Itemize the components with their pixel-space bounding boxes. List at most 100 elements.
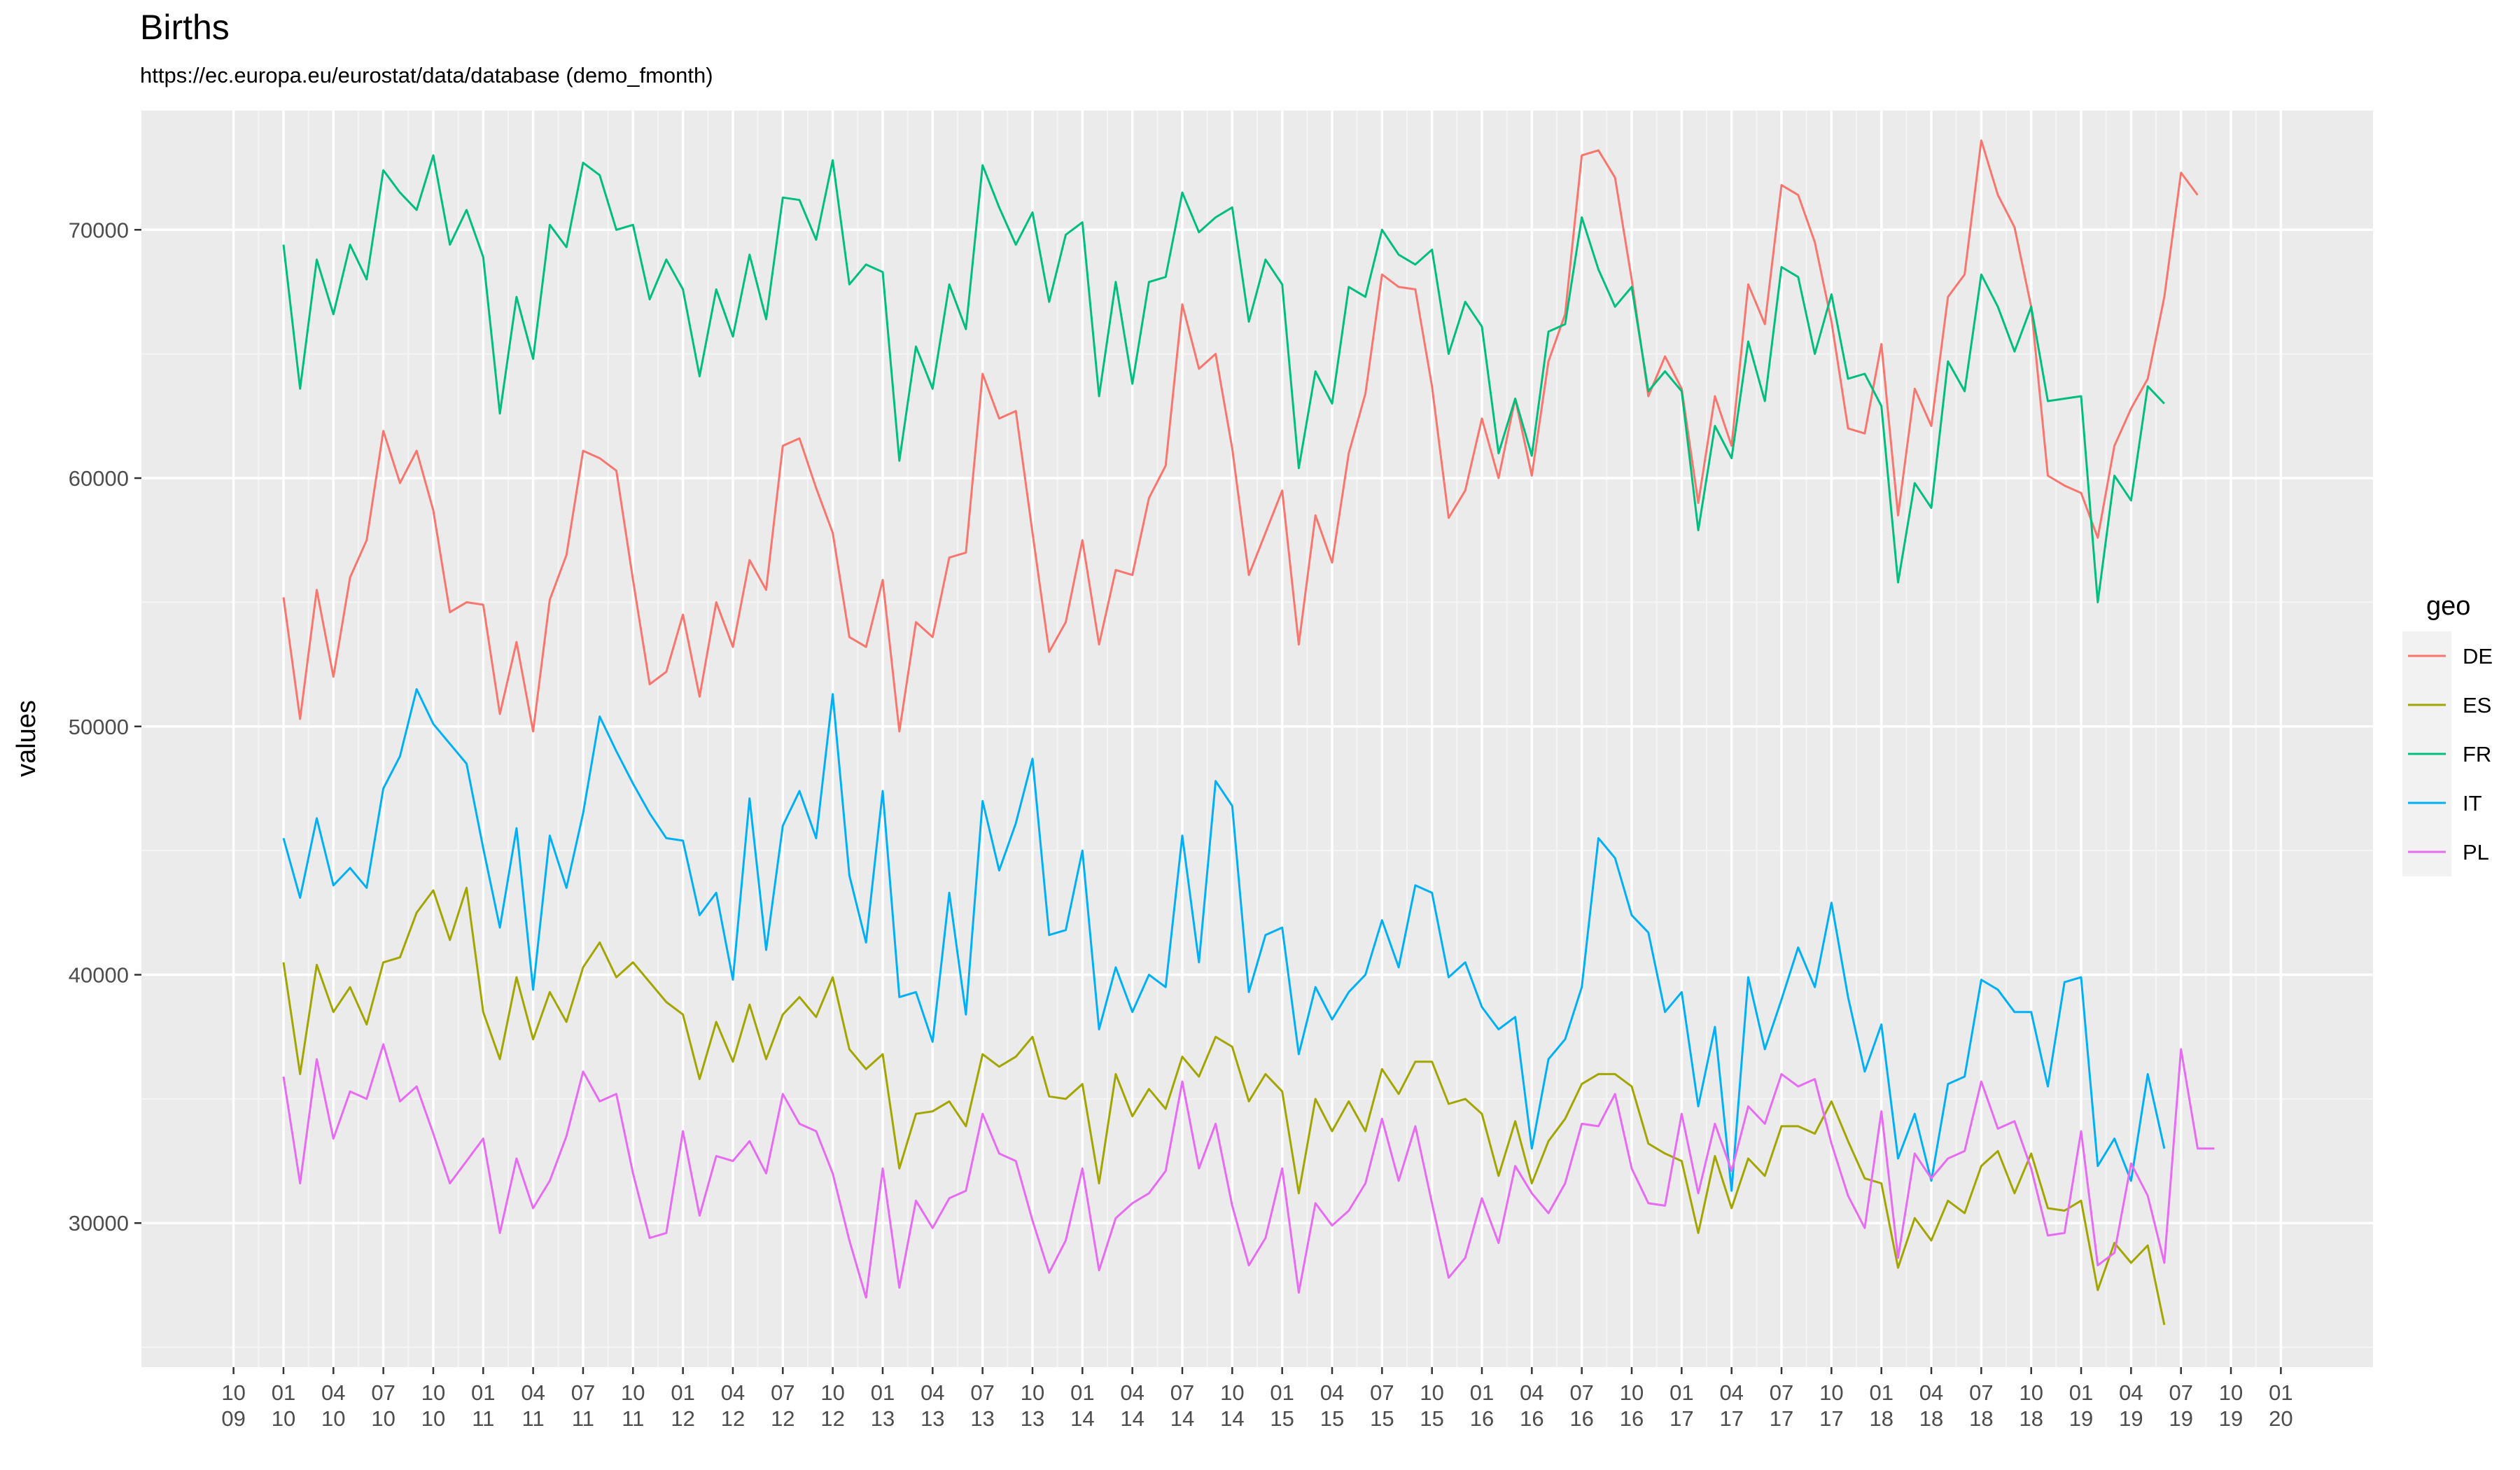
x-tick-label-year: 15 bbox=[1370, 1406, 1394, 1431]
x-tick-label-year: 13 bbox=[1021, 1406, 1044, 1431]
x-axis: 1009011004100710101001110411071110110112… bbox=[221, 1367, 2293, 1431]
x-tick-label-month: 04 bbox=[1919, 1380, 1943, 1405]
legend-label-de: DE bbox=[2463, 644, 2493, 668]
x-tick-label-year: 12 bbox=[820, 1406, 844, 1431]
chart-title: Births bbox=[140, 8, 230, 47]
x-tick-label-month: 01 bbox=[1470, 1380, 1494, 1405]
x-tick-label-year: 16 bbox=[1470, 1406, 1494, 1431]
series-line-de bbox=[282, 139, 2199, 733]
x-tick-label-month: 10 bbox=[1220, 1380, 1244, 1405]
x-tick-label-year: 14 bbox=[1170, 1406, 1194, 1431]
x-tick-label-year: 17 bbox=[1819, 1406, 1843, 1431]
legend-label-es: ES bbox=[2463, 693, 2491, 718]
x-tick-label-month: 01 bbox=[1270, 1380, 1294, 1405]
x-tick-label-month: 07 bbox=[1569, 1380, 1593, 1405]
x-tick-label-month: 07 bbox=[1170, 1380, 1194, 1405]
x-tick-label-year: 12 bbox=[721, 1406, 745, 1431]
legend-label-it: IT bbox=[2463, 791, 2482, 816]
x-tick-label-month: 01 bbox=[1869, 1380, 1893, 1405]
x-tick-label-month: 01 bbox=[671, 1380, 694, 1405]
x-tick-label-month: 07 bbox=[771, 1380, 794, 1405]
x-tick-label-month: 07 bbox=[1969, 1380, 1993, 1405]
x-tick-label-year: 18 bbox=[1869, 1406, 1893, 1431]
x-tick-label-month: 10 bbox=[1420, 1380, 1443, 1405]
x-tick-label-month: 04 bbox=[321, 1380, 345, 1405]
x-tick-label-year: 14 bbox=[1070, 1406, 1094, 1431]
x-tick-label-month: 01 bbox=[272, 1380, 295, 1405]
x-tick-label-month: 04 bbox=[1320, 1380, 1344, 1405]
x-tick-label-year: 11 bbox=[572, 1406, 594, 1431]
legend-label-pl: PL bbox=[2463, 840, 2489, 864]
x-tick-label-month: 01 bbox=[2269, 1380, 2292, 1405]
x-tick-label-month: 10 bbox=[820, 1380, 844, 1405]
series-lines bbox=[282, 139, 2215, 1326]
x-tick-label-year: 16 bbox=[1620, 1406, 1644, 1431]
x-tick-label-month: 07 bbox=[970, 1380, 994, 1405]
legend-title: geo bbox=[2426, 592, 2470, 621]
x-tick-label-year: 16 bbox=[1569, 1406, 1593, 1431]
x-tick-label-month: 10 bbox=[621, 1380, 645, 1405]
x-tick-label-month: 01 bbox=[1670, 1380, 1693, 1405]
x-tick-label-year: 10 bbox=[272, 1406, 295, 1431]
legend-label-fr: FR bbox=[2463, 742, 2491, 766]
legend: geo DE ES FR IT PL bbox=[2402, 592, 2493, 876]
y-tick-label: 50000 bbox=[69, 715, 129, 739]
x-tick-label-year: 17 bbox=[1670, 1406, 1693, 1431]
x-tick-label-month: 04 bbox=[920, 1380, 944, 1405]
series-line-it bbox=[282, 688, 2166, 1192]
x-tick-label-year: 13 bbox=[970, 1406, 994, 1431]
x-tick-label-year: 12 bbox=[771, 1406, 794, 1431]
x-tick-label-month: 04 bbox=[1719, 1380, 1743, 1405]
x-tick-label-year: 13 bbox=[871, 1406, 895, 1431]
y-tick-label: 30000 bbox=[69, 1211, 129, 1236]
series-line-es bbox=[282, 886, 2166, 1326]
chart-subtitle: https://ec.europa.eu/eurostat/data/datab… bbox=[140, 63, 713, 88]
x-tick-label-year: 18 bbox=[2019, 1406, 2043, 1431]
x-tick-label-year: 12 bbox=[671, 1406, 694, 1431]
x-tick-label-month: 07 bbox=[371, 1380, 395, 1405]
y-tick-label: 40000 bbox=[69, 963, 129, 988]
x-tick-label-month: 01 bbox=[1070, 1380, 1094, 1405]
x-tick-label-month: 10 bbox=[421, 1380, 445, 1405]
x-tick-label-month: 07 bbox=[1370, 1380, 1394, 1405]
y-tick-label: 60000 bbox=[69, 466, 129, 491]
series-line-pl bbox=[282, 1043, 2215, 1299]
x-tick-label-month: 10 bbox=[1021, 1380, 1044, 1405]
x-tick-label-year: 16 bbox=[1520, 1406, 1544, 1431]
y-axis: 30000 40000 50000 60000 70000 bbox=[69, 218, 141, 1236]
x-tick-label-month: 07 bbox=[571, 1380, 595, 1405]
x-tick-label-year: 14 bbox=[1120, 1406, 1144, 1431]
x-tick-label-year: 10 bbox=[371, 1406, 395, 1431]
x-tick-label-month: 10 bbox=[2019, 1380, 2043, 1405]
x-tick-label-year: 19 bbox=[2069, 1406, 2093, 1431]
x-tick-label-month: 01 bbox=[471, 1380, 495, 1405]
x-tick-label-year: 15 bbox=[1320, 1406, 1344, 1431]
series-line-fr bbox=[282, 154, 2165, 603]
x-tick-label-month: 04 bbox=[521, 1380, 545, 1405]
x-tick-label-month: 04 bbox=[1120, 1380, 1144, 1405]
x-tick-label-year: 19 bbox=[2119, 1406, 2143, 1431]
x-tick-label-month: 07 bbox=[1770, 1380, 1793, 1405]
x-tick-label-year: 10 bbox=[321, 1406, 345, 1431]
x-tick-label-year: 13 bbox=[920, 1406, 944, 1431]
x-tick-label-month: 10 bbox=[2219, 1380, 2243, 1405]
x-tick-label-year: 15 bbox=[1420, 1406, 1443, 1431]
x-tick-label-month: 10 bbox=[1819, 1380, 1843, 1405]
x-tick-label-month: 04 bbox=[1520, 1380, 1544, 1405]
x-tick-label-month: 01 bbox=[2069, 1380, 2093, 1405]
x-tick-label-year: 18 bbox=[1919, 1406, 1943, 1431]
x-tick-label-year: 15 bbox=[1270, 1406, 1294, 1431]
x-tick-label-month: 07 bbox=[2169, 1380, 2192, 1405]
x-tick-label-year: 19 bbox=[2219, 1406, 2243, 1431]
x-tick-label-year: 18 bbox=[1969, 1406, 1993, 1431]
x-tick-label-year: 17 bbox=[1770, 1406, 1793, 1431]
y-axis-title: values bbox=[12, 700, 41, 777]
x-tick-label-year: 19 bbox=[2169, 1406, 2192, 1431]
x-tick-label-month: 04 bbox=[2119, 1380, 2143, 1405]
x-tick-label-year: 10 bbox=[421, 1406, 445, 1431]
x-tick-label-year: 11 bbox=[522, 1406, 545, 1431]
grid-major bbox=[141, 111, 2373, 1367]
x-tick-label-month: 04 bbox=[721, 1380, 745, 1405]
x-tick-label-month: 10 bbox=[1620, 1380, 1644, 1405]
